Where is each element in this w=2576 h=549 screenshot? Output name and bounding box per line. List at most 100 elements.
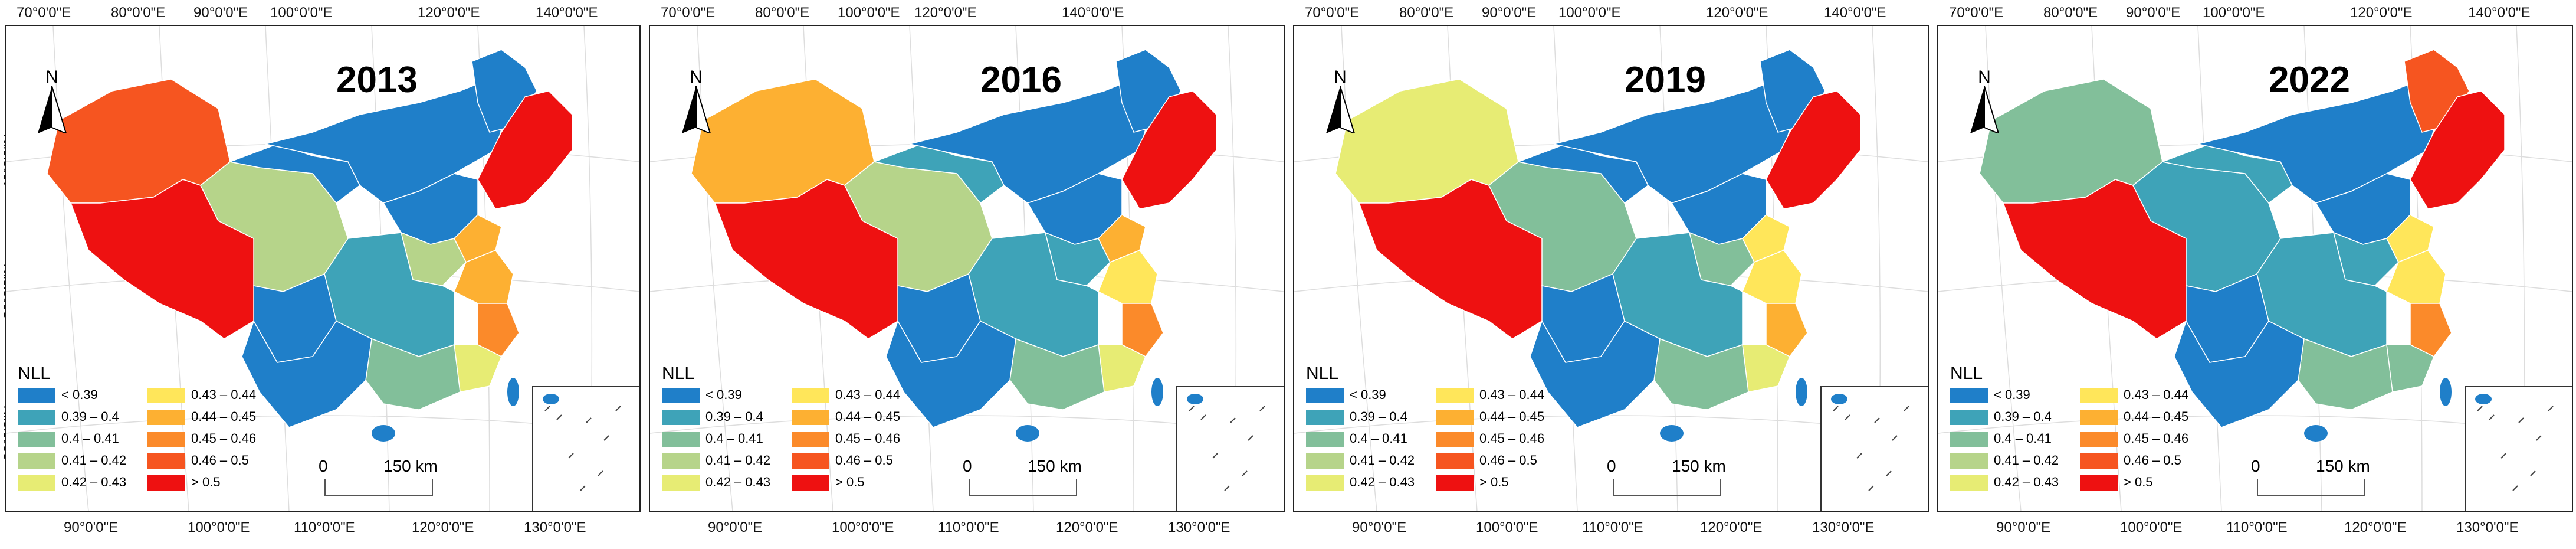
region-hainan <box>1016 425 1039 442</box>
legend-item: < 0.39 <box>1306 387 1386 404</box>
top-lon-label: 70°0'0"E <box>17 5 71 21</box>
legend-item: 0.41 – 0.42 <box>1950 453 2059 469</box>
region-yunnan <box>2174 320 2305 428</box>
top-lon-label: 100°0'0"E <box>2203 5 2265 21</box>
legend-item: > 0.5 <box>147 475 221 491</box>
scale-distance-label: 150 km <box>1672 457 1726 475</box>
legend-swatch <box>1950 432 1988 447</box>
legend-item: < 0.39 <box>18 387 98 404</box>
region-south <box>2298 338 2393 410</box>
region-coast <box>1121 303 1164 357</box>
region-hainan <box>2304 425 2328 442</box>
bottom-lon-label: 110°0'0"E <box>294 519 355 535</box>
legend-item: 0.45 – 0.46 <box>2080 431 2188 447</box>
top-lon-label: 90°0'0"E <box>1482 5 1537 21</box>
graticule-meridian <box>52 26 89 511</box>
legend-swatch <box>2080 410 2118 426</box>
scale-zero-label: 0 <box>963 457 972 475</box>
legend-label: 0.45 – 0.46 <box>835 431 901 446</box>
legend-item: > 0.5 <box>1436 475 1509 491</box>
legend-label: 0.45 – 0.46 <box>2124 431 2189 446</box>
legend-swatch <box>662 475 700 491</box>
bottom-lon-label: 130°0'0"E <box>524 519 586 535</box>
legend-swatch <box>1306 432 1344 447</box>
top-lon-label: 120°0'0"E <box>1706 5 1768 21</box>
legend-item: 0.39 – 0.4 <box>1950 409 2052 426</box>
legend-label: 0.39 – 0.4 <box>61 409 119 424</box>
legend-swatch <box>18 432 55 447</box>
legend-swatch <box>662 388 700 404</box>
legend-item: < 0.39 <box>1950 387 2030 404</box>
legend-swatch <box>18 410 55 426</box>
legend-swatch <box>1950 453 1988 469</box>
scale-zero-label: 0 <box>2251 457 2260 475</box>
legend-label: 0.46 – 0.5 <box>1479 453 1537 468</box>
legend-swatch <box>792 388 829 404</box>
bottom-lon-label: 100°0'0"E <box>188 519 250 535</box>
region-taiwan <box>2440 378 2452 406</box>
legend-label: 0.39 – 0.4 <box>1350 409 1407 424</box>
legend-label: 0.39 – 0.4 <box>1994 409 2052 424</box>
north-arrow-letter: N <box>45 67 58 87</box>
top-lon-label: 100°0'0"E <box>838 5 900 21</box>
legend-swatch <box>147 388 185 404</box>
legend-swatch <box>1950 410 1988 426</box>
china-province-map <box>1938 26 2572 511</box>
region-hainan <box>1660 425 1684 442</box>
legend-label: < 0.39 <box>61 387 98 402</box>
legend-title: NLL <box>1950 364 1983 383</box>
legend-label: 0.43 – 0.44 <box>835 387 901 402</box>
legend-label: 0.43 – 0.44 <box>2124 387 2189 402</box>
scale-bar <box>324 479 433 496</box>
legend-swatch <box>18 453 55 469</box>
legend-label: 0.41 – 0.42 <box>1994 453 2059 468</box>
legend-item: 0.46 – 0.5 <box>1436 453 1537 469</box>
bottom-lon-label: 100°0'0"E <box>2120 519 2183 535</box>
legend-item: 0.42 – 0.43 <box>1950 475 2059 491</box>
legend-swatch <box>662 432 700 447</box>
legend-item: 0.44 – 0.45 <box>147 409 256 426</box>
legend-item: 0.4 – 0.41 <box>1950 431 2052 447</box>
south-china-sea-inset <box>1820 386 1928 511</box>
legend-item: 0.45 – 0.46 <box>792 431 900 447</box>
legend-swatch <box>1306 453 1344 469</box>
region-yunnan <box>241 320 372 428</box>
legend-label: 0.42 – 0.43 <box>1994 475 2059 489</box>
region-shandong <box>1098 214 1146 263</box>
legend-item: 0.39 – 0.4 <box>18 409 119 426</box>
legend-item: > 0.5 <box>792 475 865 491</box>
legend-title: NLL <box>1306 364 1339 383</box>
inset-map <box>543 394 621 491</box>
legend-label: 0.44 – 0.45 <box>1479 409 1545 424</box>
north-arrow-icon <box>1970 86 2000 135</box>
bottom-lon-label: 120°0'0"E <box>1056 519 1118 535</box>
region-taiwan <box>1796 378 1807 406</box>
region-northeast <box>2410 90 2505 210</box>
region-taiwan <box>507 378 519 406</box>
inset-map <box>2475 394 2554 491</box>
region-south <box>1009 338 1105 410</box>
legend-title: NLL <box>662 364 695 383</box>
north-arrow: N <box>1967 67 2002 135</box>
legend-label: 0.42 – 0.43 <box>61 475 127 489</box>
north-arrow-letter: N <box>1978 67 1991 87</box>
legend-item: < 0.39 <box>662 387 742 404</box>
legend-label: 0.41 – 0.42 <box>1350 453 1415 468</box>
top-lon-label: 70°0'0"E <box>1949 5 2004 21</box>
legend-label: 0.41 – 0.42 <box>705 453 771 468</box>
legend-label: 0.4 – 0.41 <box>1350 431 1407 446</box>
legend-swatch <box>147 453 185 469</box>
legend-swatch <box>147 432 185 447</box>
china-province-map <box>6 26 639 511</box>
legend-item: 0.39 – 0.4 <box>1306 409 1407 426</box>
top-lon-label: 140°0'0"E <box>2468 5 2531 21</box>
top-lon-label: 90°0'0"E <box>2126 5 2181 21</box>
bottom-lon-label: 90°0'0"E <box>1352 519 1407 535</box>
legend-item: 0.4 – 0.41 <box>1306 431 1407 447</box>
legend-item: 0.44 – 0.45 <box>1436 409 1545 426</box>
top-lon-label: 100°0'0"E <box>1558 5 1621 21</box>
legend-label: 0.45 – 0.46 <box>191 431 257 446</box>
top-lon-label: 120°0'0"E <box>914 5 977 21</box>
legend-label: 0.43 – 0.44 <box>191 387 257 402</box>
top-lon-label: 140°0'0"E <box>1062 5 1124 21</box>
